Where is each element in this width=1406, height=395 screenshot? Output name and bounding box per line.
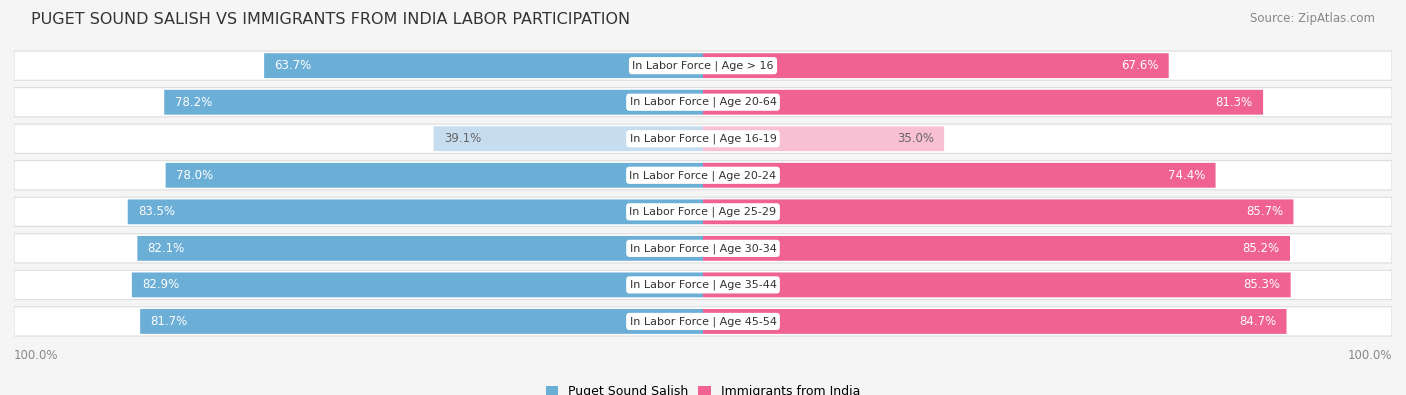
FancyBboxPatch shape — [141, 309, 703, 334]
Text: 84.7%: 84.7% — [1239, 315, 1277, 328]
FancyBboxPatch shape — [132, 273, 703, 297]
FancyBboxPatch shape — [264, 53, 703, 78]
Text: 78.0%: 78.0% — [176, 169, 214, 182]
Text: 82.9%: 82.9% — [142, 278, 180, 292]
FancyBboxPatch shape — [14, 161, 1392, 190]
Text: 81.7%: 81.7% — [150, 315, 188, 328]
FancyBboxPatch shape — [138, 236, 703, 261]
FancyBboxPatch shape — [703, 90, 1263, 115]
Text: 100.0%: 100.0% — [1347, 349, 1392, 362]
FancyBboxPatch shape — [703, 126, 945, 151]
Text: In Labor Force | Age 35-44: In Labor Force | Age 35-44 — [630, 280, 776, 290]
Text: 63.7%: 63.7% — [274, 59, 312, 72]
Legend: Puget Sound Salish, Immigrants from India: Puget Sound Salish, Immigrants from Indi… — [546, 385, 860, 395]
Text: In Labor Force | Age 16-19: In Labor Force | Age 16-19 — [630, 134, 776, 144]
Text: 85.7%: 85.7% — [1246, 205, 1284, 218]
Text: 82.1%: 82.1% — [148, 242, 186, 255]
FancyBboxPatch shape — [703, 309, 1286, 334]
FancyBboxPatch shape — [703, 273, 1291, 297]
FancyBboxPatch shape — [703, 199, 1294, 224]
FancyBboxPatch shape — [703, 236, 1289, 261]
Text: 78.2%: 78.2% — [174, 96, 212, 109]
Text: In Labor Force | Age 25-29: In Labor Force | Age 25-29 — [630, 207, 776, 217]
Text: 83.5%: 83.5% — [138, 205, 176, 218]
Text: In Labor Force | Age > 16: In Labor Force | Age > 16 — [633, 60, 773, 71]
FancyBboxPatch shape — [14, 270, 1392, 299]
FancyBboxPatch shape — [703, 163, 1216, 188]
Text: In Labor Force | Age 45-54: In Labor Force | Age 45-54 — [630, 316, 776, 327]
FancyBboxPatch shape — [128, 199, 703, 224]
FancyBboxPatch shape — [703, 53, 1168, 78]
Text: In Labor Force | Age 20-64: In Labor Force | Age 20-64 — [630, 97, 776, 107]
Text: 85.2%: 85.2% — [1243, 242, 1279, 255]
FancyBboxPatch shape — [14, 234, 1392, 263]
FancyBboxPatch shape — [14, 51, 1392, 80]
FancyBboxPatch shape — [433, 126, 703, 151]
FancyBboxPatch shape — [14, 124, 1392, 153]
FancyBboxPatch shape — [166, 163, 703, 188]
Text: PUGET SOUND SALISH VS IMMIGRANTS FROM INDIA LABOR PARTICIPATION: PUGET SOUND SALISH VS IMMIGRANTS FROM IN… — [31, 12, 630, 27]
FancyBboxPatch shape — [14, 197, 1392, 226]
Text: 81.3%: 81.3% — [1216, 96, 1253, 109]
Text: In Labor Force | Age 20-24: In Labor Force | Age 20-24 — [630, 170, 776, 181]
Text: 39.1%: 39.1% — [444, 132, 481, 145]
FancyBboxPatch shape — [14, 88, 1392, 117]
Text: 74.4%: 74.4% — [1168, 169, 1205, 182]
Text: In Labor Force | Age 30-34: In Labor Force | Age 30-34 — [630, 243, 776, 254]
Text: 100.0%: 100.0% — [14, 349, 59, 362]
Text: 85.3%: 85.3% — [1243, 278, 1281, 292]
Text: 67.6%: 67.6% — [1121, 59, 1159, 72]
Text: 35.0%: 35.0% — [897, 132, 934, 145]
FancyBboxPatch shape — [14, 307, 1392, 336]
FancyBboxPatch shape — [165, 90, 703, 115]
Text: Source: ZipAtlas.com: Source: ZipAtlas.com — [1250, 12, 1375, 25]
